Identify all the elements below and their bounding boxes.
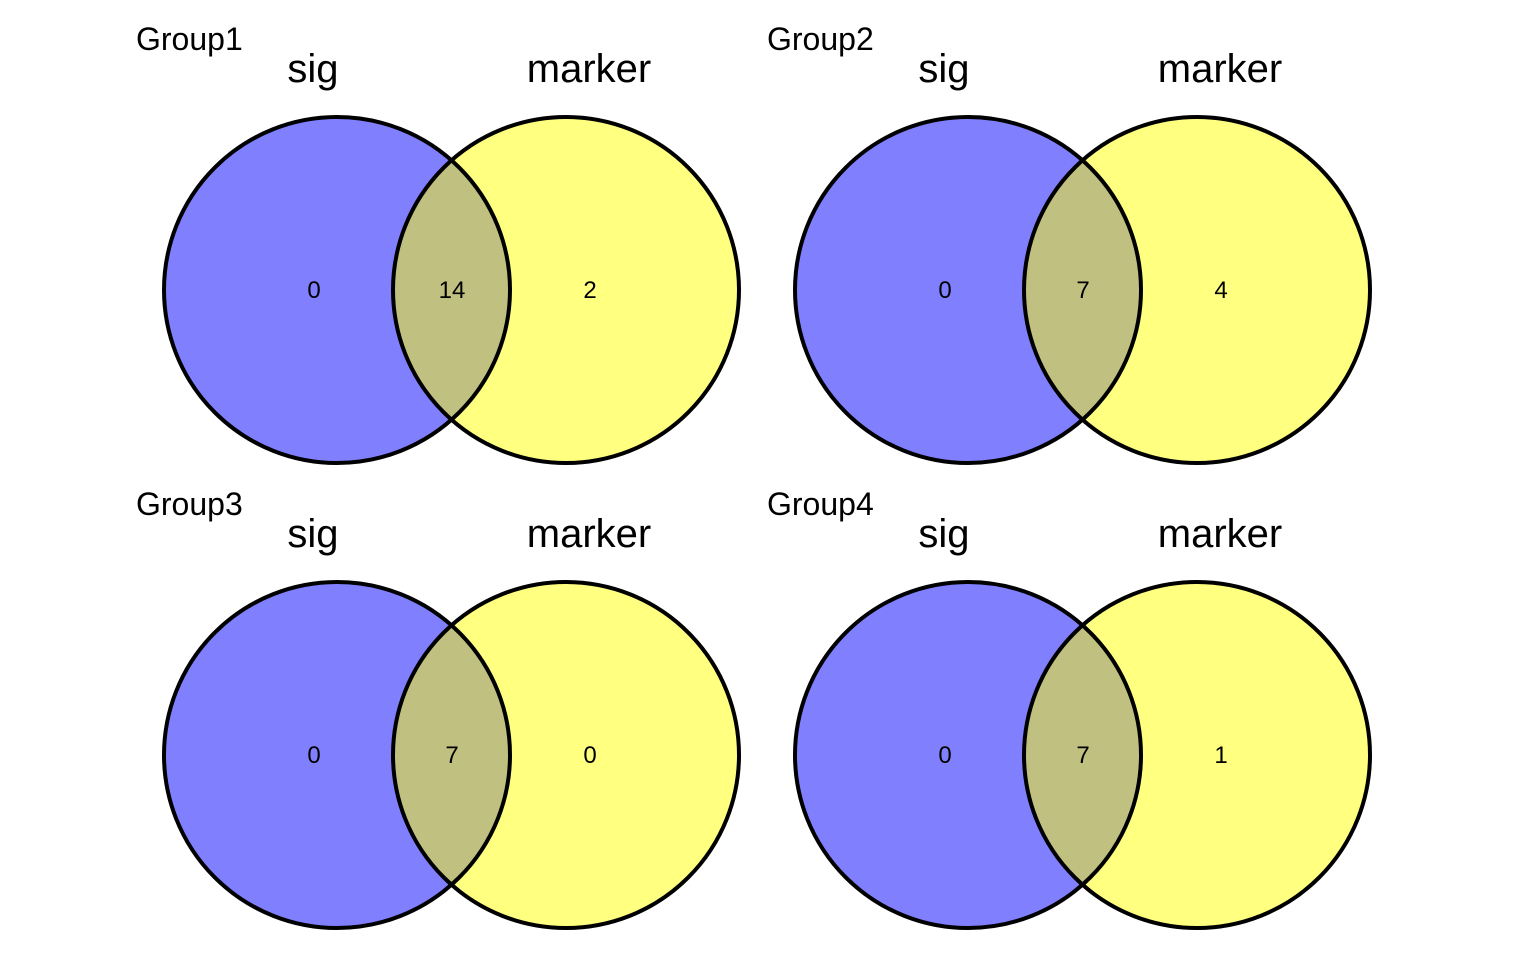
group-title: Group2 — [767, 21, 874, 57]
marker-only-count: 0 — [583, 742, 596, 769]
marker-circle-outline — [1022, 115, 1372, 465]
sig-only-count: 0 — [938, 742, 951, 769]
overlap-region — [1024, 117, 1141, 463]
overlap-count: 14 — [439, 277, 466, 304]
venn-diagram-group2: sig marker 0 7 4 — [793, 47, 1372, 465]
overlap-count: 7 — [445, 742, 458, 769]
sig-circle-outline — [793, 580, 1143, 930]
venn-panel-group2: sig marker 0 7 4 Group2 — [631, 0, 1399, 465]
sig-circle-outline — [793, 115, 1143, 465]
venn-panel-group1: sig marker 0 14 2 Group1 — [0, 0, 768, 465]
overlap-region — [393, 582, 510, 928]
sig-circle-outline — [162, 115, 512, 465]
sig-only-count: 0 — [938, 277, 951, 304]
marker-set-label: marker — [1158, 512, 1282, 556]
sig-set-label: sig — [287, 47, 338, 91]
group-title: Group4 — [767, 486, 874, 522]
group-title: Group1 — [136, 21, 243, 57]
sig-only-count: 0 — [307, 742, 320, 769]
sig-set-label: sig — [287, 512, 338, 556]
venn-panel-group4: sig marker 0 7 1 Group4 — [631, 465, 1399, 930]
group-title: Group3 — [136, 486, 243, 522]
sig-set-label: sig — [918, 512, 969, 556]
marker-only-count: 1 — [1214, 742, 1227, 769]
venn-panel-group3: sig marker 0 7 0 Group3 — [0, 465, 768, 930]
venn-diagram-group4: sig marker 0 7 1 — [793, 512, 1372, 930]
overlap-region — [1024, 582, 1141, 928]
marker-circle-outline — [391, 115, 741, 465]
marker-set-label: marker — [527, 47, 651, 91]
sig-circle-outline — [162, 580, 512, 930]
venn-diagram-group3: sig marker 0 7 0 — [162, 512, 741, 930]
marker-circle-outline — [1022, 580, 1372, 930]
sig-set-label: sig — [918, 47, 969, 91]
sig-only-count: 0 — [307, 277, 320, 304]
overlap-count: 7 — [1076, 742, 1089, 769]
venn-diagram-group1: sig marker 0 14 2 — [162, 47, 741, 465]
overlap-count: 7 — [1076, 277, 1089, 304]
marker-set-label: marker — [527, 512, 651, 556]
marker-set-label: marker — [1158, 47, 1282, 91]
marker-only-count: 4 — [1214, 277, 1227, 304]
overlap-region — [393, 117, 510, 463]
marker-circle-outline — [391, 580, 741, 930]
marker-only-count: 2 — [583, 277, 596, 304]
